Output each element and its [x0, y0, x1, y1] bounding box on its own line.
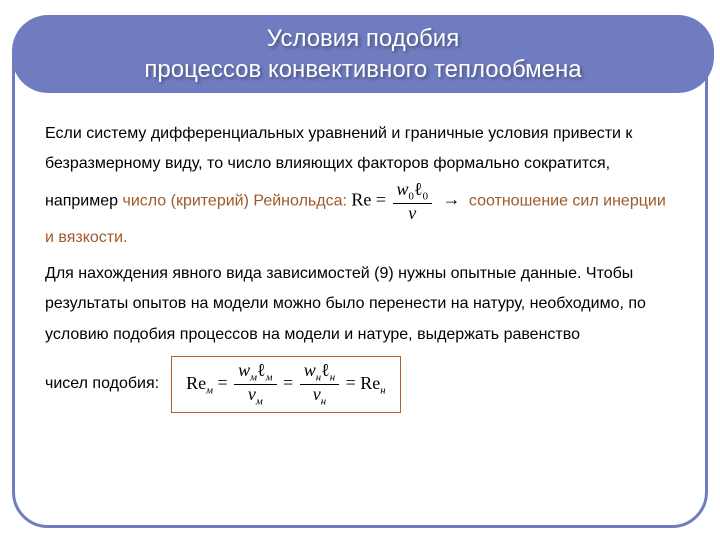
f2-frac-nature-num: wнℓн: [300, 361, 339, 385]
formula-re-definition: Re = w0ℓ0 ν: [351, 180, 434, 223]
paragraph-1: Если систему дифференциальных уравнений …: [45, 119, 675, 253]
content-card: Условия подобия процессов конвективного …: [12, 24, 708, 528]
f2-frac-model-den: νм: [234, 385, 276, 408]
f1-eq: =: [376, 189, 386, 209]
f2-eq1: =: [217, 373, 227, 393]
slide-header: Условия подобия процессов конвективного …: [12, 15, 714, 93]
f2-frac-model: wмℓм νм: [234, 361, 276, 408]
para2-text-1: Для нахождения явного вида зависимостей …: [45, 265, 646, 343]
arrow-icon: →: [438, 189, 464, 209]
f1-denominator: ν: [393, 204, 432, 223]
f2-frac-nature-den: νн: [300, 385, 339, 408]
f1-lhs: Re: [351, 189, 371, 209]
f2-frac-model-num: wмℓм: [234, 361, 276, 385]
f1-fraction: w0ℓ0 ν: [393, 180, 432, 223]
para2-text-2: чисел подобия:: [45, 369, 159, 399]
paragraph-2: Для нахождения явного вида зависимостей …: [45, 259, 675, 350]
para1-highlight-1: число (критерий) Рейнольдса:: [122, 192, 346, 209]
f2-frac-nature: wнℓн νн: [300, 361, 339, 408]
f2-ReM: Reм: [186, 373, 213, 393]
body-text: Если систему дифференциальных уравнений …: [45, 119, 675, 413]
f1-numerator: w0ℓ0: [393, 180, 432, 204]
header-line-2: процессов конвективного теплообмена: [12, 54, 714, 85]
body-container: Если систему дифференциальных уравнений …: [45, 119, 675, 505]
formula-similarity-box: Reм = wмℓм νм = wнℓн νн = Reн: [171, 356, 401, 413]
header-line-1: Условия подобия: [12, 23, 714, 54]
f2-ReN: Reн: [360, 373, 385, 393]
similarity-numbers-row: чисел подобия: Reм = wмℓм νм = wнℓн νн =…: [45, 356, 675, 413]
f2-eq2: =: [283, 373, 293, 393]
f2-eq3: =: [346, 373, 356, 393]
